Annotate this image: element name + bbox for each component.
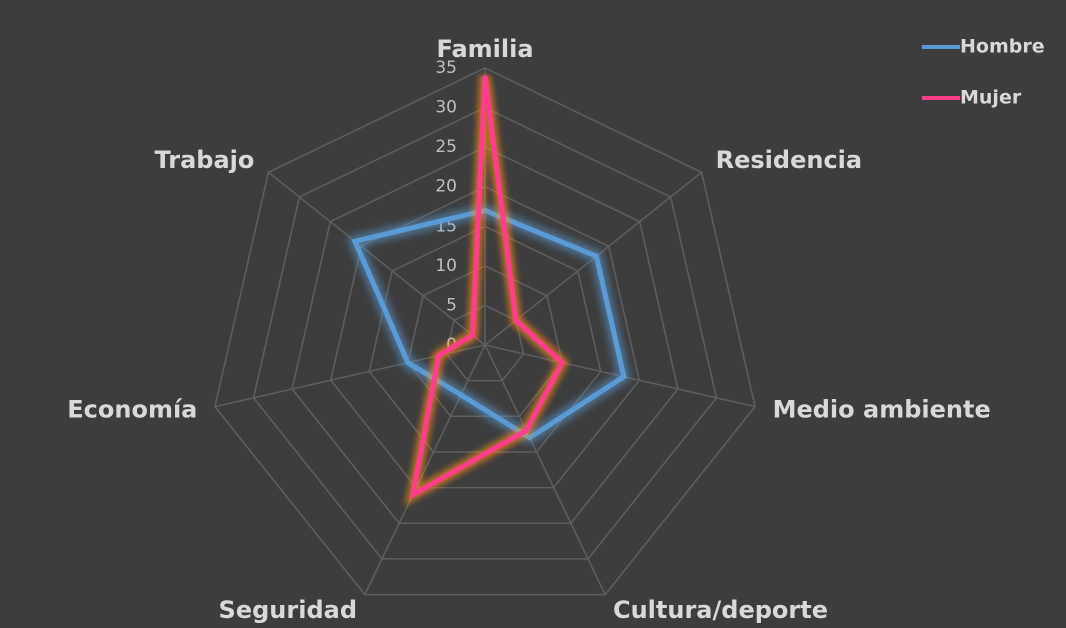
axis-spoke: [484, 344, 606, 595]
legend-label: Hombre: [960, 36, 1045, 58]
series-line: [409, 75, 566, 500]
grid-ring: [291, 146, 679, 525]
axis-label: Seguridad: [219, 596, 357, 624]
series-line: [351, 207, 627, 441]
tick-label: 30: [435, 98, 457, 118]
axis-label: Economía: [67, 396, 197, 424]
axis-label: Trabajo: [155, 146, 255, 174]
tick-label: 10: [435, 256, 457, 276]
grid-ring: [214, 67, 756, 596]
axis-label: Cultura/deporte: [613, 596, 828, 624]
axis-spoke: [267, 171, 486, 346]
axis-label: Residencia: [716, 146, 862, 174]
axis-spoke: [364, 344, 486, 595]
tick-label: 35: [435, 58, 457, 78]
axis-label: Medio ambiente: [773, 396, 991, 424]
tick-label: 5: [446, 295, 457, 315]
tick-label: 25: [435, 137, 457, 157]
legend-label: Mujer: [960, 87, 1022, 109]
axis-label: Familia: [436, 35, 533, 63]
grid-ring: [329, 185, 641, 489]
grid-ring: [252, 106, 718, 560]
tick-label: 20: [435, 177, 457, 197]
